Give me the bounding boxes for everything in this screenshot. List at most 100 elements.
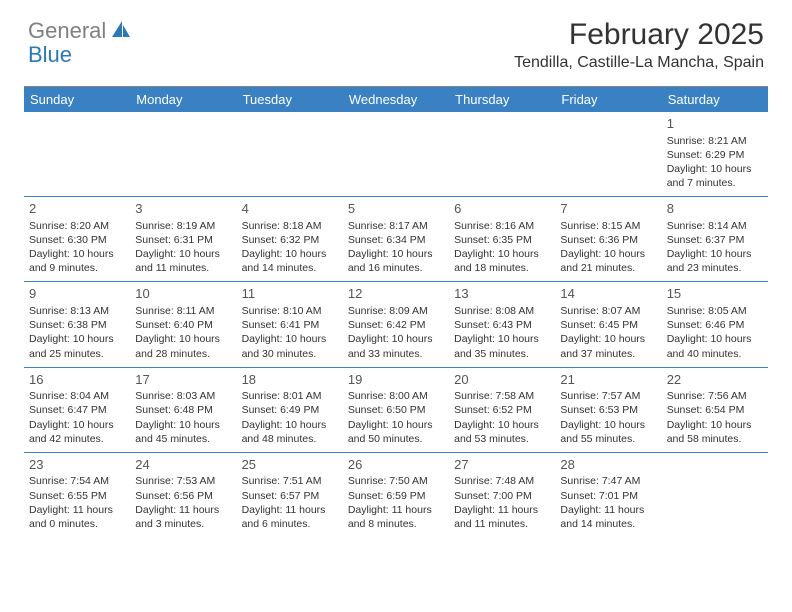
day-cell: 28Sunrise: 7:47 AMSunset: 7:01 PMDayligh… xyxy=(555,453,661,537)
day-header-wed: Wednesday xyxy=(343,87,449,112)
day-cell: 7Sunrise: 8:15 AMSunset: 6:36 PMDaylight… xyxy=(555,197,661,281)
day-cell: 18Sunrise: 8:01 AMSunset: 6:49 PMDayligh… xyxy=(237,368,343,452)
day-cell xyxy=(130,112,236,196)
daylight-text: Daylight: 10 hours and 14 minutes. xyxy=(242,247,338,275)
day-number: 1 xyxy=(667,115,763,133)
daylight-text: Daylight: 10 hours and 48 minutes. xyxy=(242,418,338,446)
sunrise-text: Sunrise: 7:51 AM xyxy=(242,474,338,488)
sunset-text: Sunset: 6:59 PM xyxy=(348,489,444,503)
sunset-text: Sunset: 6:42 PM xyxy=(348,318,444,332)
daylight-text: Daylight: 10 hours and 40 minutes. xyxy=(667,332,763,360)
sunrise-text: Sunrise: 7:53 AM xyxy=(135,474,231,488)
week-row: 2Sunrise: 8:20 AMSunset: 6:30 PMDaylight… xyxy=(24,197,768,282)
day-cell: 23Sunrise: 7:54 AMSunset: 6:55 PMDayligh… xyxy=(24,453,130,537)
sunrise-text: Sunrise: 7:57 AM xyxy=(560,389,656,403)
sunrise-text: Sunrise: 8:03 AM xyxy=(135,389,231,403)
day-number: 23 xyxy=(29,456,125,474)
daylight-text: Daylight: 10 hours and 7 minutes. xyxy=(667,162,763,190)
daylight-text: Daylight: 10 hours and 23 minutes. xyxy=(667,247,763,275)
week-row: 9Sunrise: 8:13 AMSunset: 6:38 PMDaylight… xyxy=(24,282,768,367)
day-number: 2 xyxy=(29,200,125,218)
daylight-text: Daylight: 10 hours and 21 minutes. xyxy=(560,247,656,275)
day-cell: 4Sunrise: 8:18 AMSunset: 6:32 PMDaylight… xyxy=(237,197,343,281)
day-cell: 22Sunrise: 7:56 AMSunset: 6:54 PMDayligh… xyxy=(662,368,768,452)
title-block: February 2025 Tendilla, Castille-La Manc… xyxy=(514,18,764,72)
sunset-text: Sunset: 6:45 PM xyxy=(560,318,656,332)
calendar-grid: Sunday Monday Tuesday Wednesday Thursday… xyxy=(24,86,768,537)
day-cell: 21Sunrise: 7:57 AMSunset: 6:53 PMDayligh… xyxy=(555,368,661,452)
sunset-text: Sunset: 7:00 PM xyxy=(454,489,550,503)
day-number: 13 xyxy=(454,285,550,303)
daylight-text: Daylight: 10 hours and 9 minutes. xyxy=(29,247,125,275)
sunrise-text: Sunrise: 8:19 AM xyxy=(135,219,231,233)
week-row: 16Sunrise: 8:04 AMSunset: 6:47 PMDayligh… xyxy=(24,368,768,453)
day-number: 11 xyxy=(242,285,338,303)
day-cell xyxy=(24,112,130,196)
daylight-text: Daylight: 10 hours and 35 minutes. xyxy=(454,332,550,360)
brand-logo: General xyxy=(28,18,134,44)
week-row: 1Sunrise: 8:21 AMSunset: 6:29 PMDaylight… xyxy=(24,112,768,197)
daylight-text: Daylight: 11 hours and 11 minutes. xyxy=(454,503,550,531)
sunrise-text: Sunrise: 7:56 AM xyxy=(667,389,763,403)
sunset-text: Sunset: 6:36 PM xyxy=(560,233,656,247)
daylight-text: Daylight: 10 hours and 37 minutes. xyxy=(560,332,656,360)
day-number: 25 xyxy=(242,456,338,474)
sunrise-text: Sunrise: 8:01 AM xyxy=(242,389,338,403)
day-number: 22 xyxy=(667,371,763,389)
day-header-fri: Friday xyxy=(555,87,661,112)
daylight-text: Daylight: 11 hours and 6 minutes. xyxy=(242,503,338,531)
day-number: 28 xyxy=(560,456,656,474)
day-cell: 19Sunrise: 8:00 AMSunset: 6:50 PMDayligh… xyxy=(343,368,449,452)
day-number: 21 xyxy=(560,371,656,389)
sunset-text: Sunset: 6:29 PM xyxy=(667,148,763,162)
day-number: 26 xyxy=(348,456,444,474)
day-cell: 13Sunrise: 8:08 AMSunset: 6:43 PMDayligh… xyxy=(449,282,555,366)
sunrise-text: Sunrise: 8:11 AM xyxy=(135,304,231,318)
day-number: 4 xyxy=(242,200,338,218)
sunrise-text: Sunrise: 8:16 AM xyxy=(454,219,550,233)
day-cell: 5Sunrise: 8:17 AMSunset: 6:34 PMDaylight… xyxy=(343,197,449,281)
sunset-text: Sunset: 6:43 PM xyxy=(454,318,550,332)
sunrise-text: Sunrise: 8:13 AM xyxy=(29,304,125,318)
sunset-text: Sunset: 6:53 PM xyxy=(560,403,656,417)
sunrise-text: Sunrise: 8:05 AM xyxy=(667,304,763,318)
sunset-text: Sunset: 6:48 PM xyxy=(135,403,231,417)
sunrise-text: Sunrise: 8:04 AM xyxy=(29,389,125,403)
week-row: 23Sunrise: 7:54 AMSunset: 6:55 PMDayligh… xyxy=(24,453,768,537)
brand-text-gray: General xyxy=(28,18,106,44)
day-cell: 16Sunrise: 8:04 AMSunset: 6:47 PMDayligh… xyxy=(24,368,130,452)
day-cell: 27Sunrise: 7:48 AMSunset: 7:00 PMDayligh… xyxy=(449,453,555,537)
daylight-text: Daylight: 10 hours and 33 minutes. xyxy=(348,332,444,360)
sunset-text: Sunset: 6:38 PM xyxy=(29,318,125,332)
sunrise-text: Sunrise: 8:17 AM xyxy=(348,219,444,233)
sunrise-text: Sunrise: 7:58 AM xyxy=(454,389,550,403)
sunset-text: Sunset: 6:46 PM xyxy=(667,318,763,332)
day-number: 19 xyxy=(348,371,444,389)
day-cell xyxy=(555,112,661,196)
day-cell: 8Sunrise: 8:14 AMSunset: 6:37 PMDaylight… xyxy=(662,197,768,281)
day-cell: 6Sunrise: 8:16 AMSunset: 6:35 PMDaylight… xyxy=(449,197,555,281)
day-cell xyxy=(343,112,449,196)
day-cell: 11Sunrise: 8:10 AMSunset: 6:41 PMDayligh… xyxy=(237,282,343,366)
day-header-row: Sunday Monday Tuesday Wednesday Thursday… xyxy=(24,87,768,112)
sunrise-text: Sunrise: 7:54 AM xyxy=(29,474,125,488)
sunrise-text: Sunrise: 8:00 AM xyxy=(348,389,444,403)
day-number: 27 xyxy=(454,456,550,474)
sunrise-text: Sunrise: 8:21 AM xyxy=(667,134,763,148)
day-cell: 25Sunrise: 7:51 AMSunset: 6:57 PMDayligh… xyxy=(237,453,343,537)
day-number: 20 xyxy=(454,371,550,389)
day-cell: 1Sunrise: 8:21 AMSunset: 6:29 PMDaylight… xyxy=(662,112,768,196)
daylight-text: Daylight: 11 hours and 14 minutes. xyxy=(560,503,656,531)
location-subtitle: Tendilla, Castille-La Mancha, Spain xyxy=(514,54,764,72)
daylight-text: Daylight: 11 hours and 3 minutes. xyxy=(135,503,231,531)
day-header-sat: Saturday xyxy=(662,87,768,112)
day-cell: 12Sunrise: 8:09 AMSunset: 6:42 PMDayligh… xyxy=(343,282,449,366)
daylight-text: Daylight: 10 hours and 30 minutes. xyxy=(242,332,338,360)
daylight-text: Daylight: 11 hours and 0 minutes. xyxy=(29,503,125,531)
sunset-text: Sunset: 6:30 PM xyxy=(29,233,125,247)
sunrise-text: Sunrise: 7:50 AM xyxy=(348,474,444,488)
day-header-thu: Thursday xyxy=(449,87,555,112)
sunset-text: Sunset: 6:47 PM xyxy=(29,403,125,417)
sunset-text: Sunset: 6:41 PM xyxy=(242,318,338,332)
sunset-text: Sunset: 6:32 PM xyxy=(242,233,338,247)
